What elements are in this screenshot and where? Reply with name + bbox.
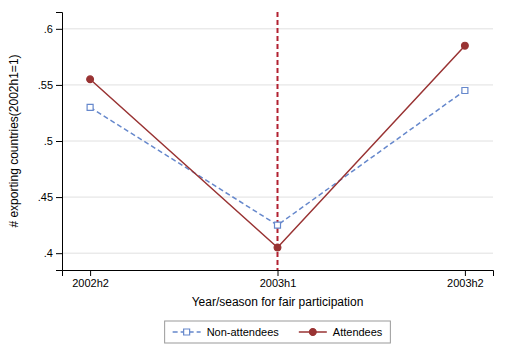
x-tick-mark — [90, 270, 91, 276]
legend-item: Attendees — [299, 326, 383, 338]
y-tick: .45 — [38, 191, 62, 203]
point-marker — [462, 42, 469, 49]
y-tick-mark — [56, 253, 62, 254]
y-tick-mark — [56, 197, 62, 198]
plot-area: 2002h2 2003h1 2003h2 .4 .45 .5 .55 .6 Year/seaso… — [7, 12, 494, 309]
legend-label: Non-attendees — [207, 326, 280, 338]
y-tick-mark — [56, 29, 62, 30]
x-axis-line — [63, 271, 494, 277]
x-tick: 2003h1 — [260, 270, 297, 289]
legend-symbol — [309, 329, 316, 336]
y-axis: .4 .45 .5 .55 .6 — [38, 13, 63, 271]
x-tick-label: 2002h2 — [72, 277, 109, 289]
y-tick: .4 — [44, 247, 62, 259]
legend-label: Attendees — [333, 326, 383, 338]
x-tick: 2003h2 — [447, 270, 484, 289]
point-marker — [275, 222, 281, 228]
point-marker — [462, 88, 468, 94]
y-tick-label: .45 — [38, 191, 53, 203]
y-tick: .5 — [44, 135, 62, 147]
legend-item: Non-attendees — [173, 326, 280, 338]
legend-symbol — [184, 329, 190, 335]
y-axis-title: # exporting countries(2002h1=1) — [7, 54, 21, 227]
y-tick-label: .6 — [44, 23, 53, 35]
x-tick-mark — [278, 270, 279, 276]
x-tick-label: 2003h2 — [447, 277, 484, 289]
y-tick-label: .4 — [44, 247, 53, 259]
series-line — [90, 91, 465, 226]
y-tick: .55 — [38, 79, 62, 91]
y-axis-line — [56, 13, 63, 271]
point-marker — [274, 244, 281, 251]
y-tick-label: .5 — [44, 135, 53, 147]
x-axis-title: Year/season for fair participation — [192, 295, 364, 309]
point-marker — [87, 104, 93, 110]
y-tick: .6 — [44, 23, 62, 35]
y-tick-mark — [56, 141, 62, 142]
chart-svg: 2002h2 2003h1 2003h2 .4 .45 .5 .55 .6 Year/seaso… — [0, 0, 509, 354]
x-tick: 2002h2 — [72, 270, 109, 289]
point-marker — [87, 76, 94, 83]
legend: Non-attendees Attendees — [165, 321, 391, 343]
y-tick-label: .55 — [38, 79, 53, 91]
x-axis: 2002h2 2003h1 2003h2 — [63, 270, 494, 289]
marks — [87, 12, 469, 270]
y-tick-mark — [56, 85, 62, 86]
series-line — [90, 46, 465, 248]
legend-box — [165, 321, 391, 343]
vertical-line — [277, 12, 279, 270]
x-tick-mark — [465, 270, 466, 276]
x-tick-label: 2003h1 — [260, 277, 297, 289]
